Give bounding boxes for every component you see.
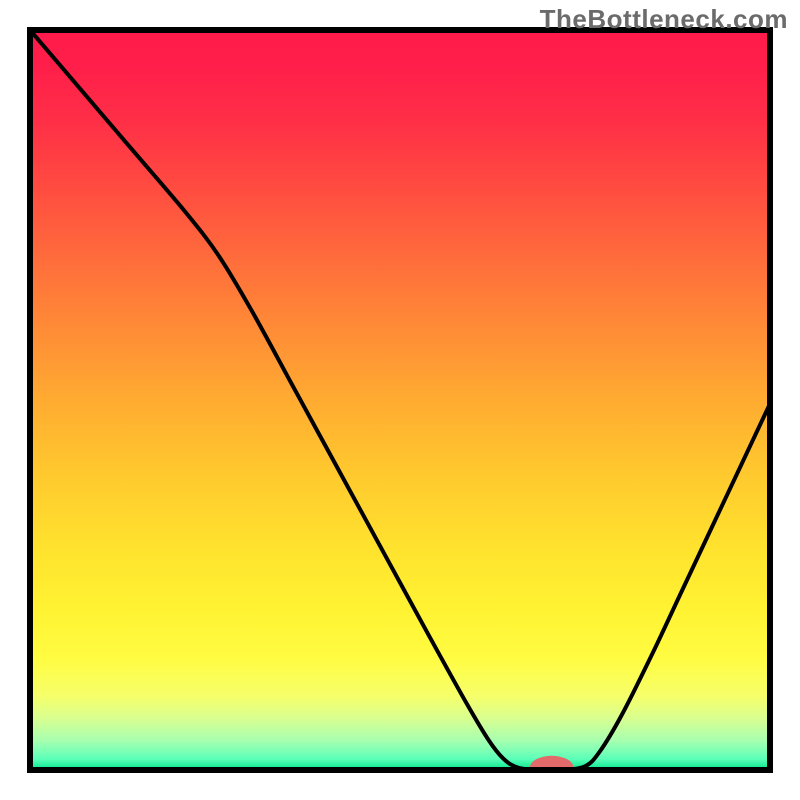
- watermark-text: TheBottleneck.com: [540, 4, 788, 35]
- bottleneck-chart: [0, 0, 800, 800]
- gradient-background: [30, 30, 770, 770]
- chart-container: TheBottleneck.com: [0, 0, 800, 800]
